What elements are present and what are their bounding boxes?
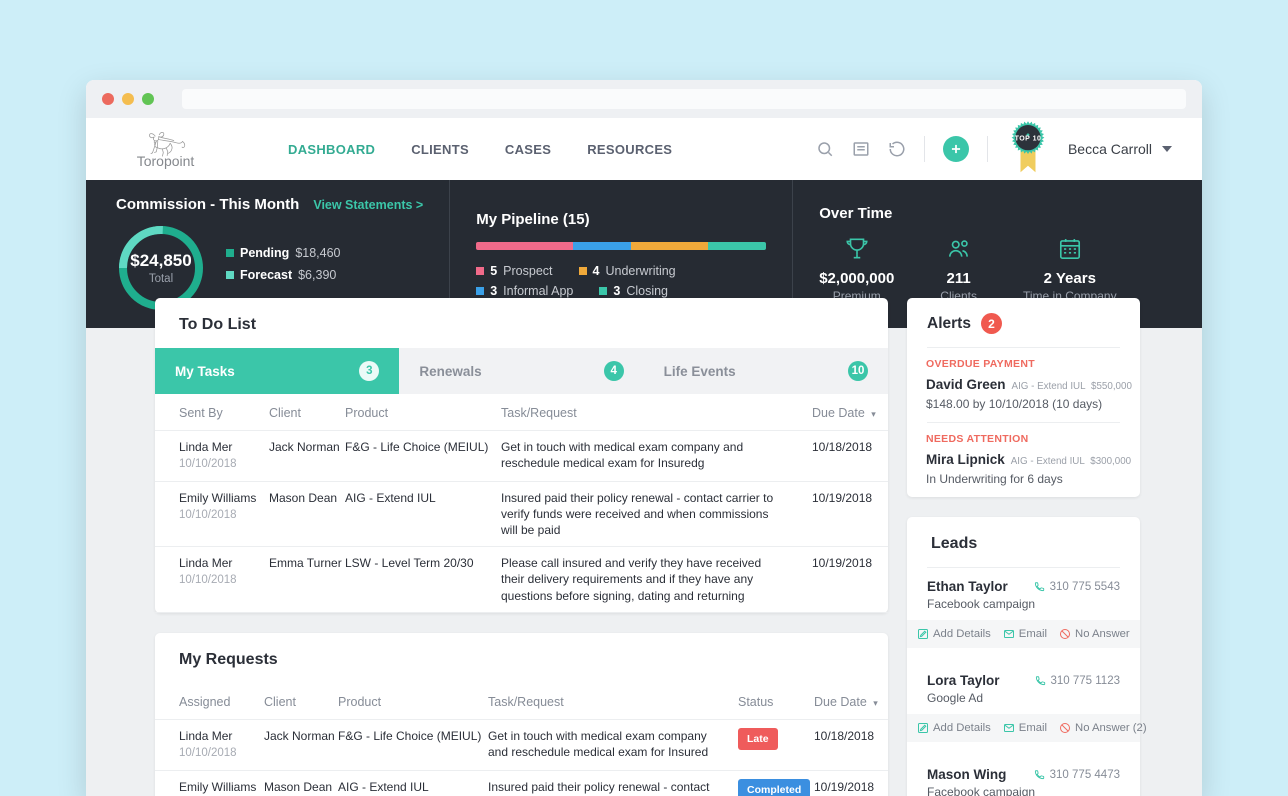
svg-text:TOP 10: TOP 10: [1015, 135, 1042, 142]
